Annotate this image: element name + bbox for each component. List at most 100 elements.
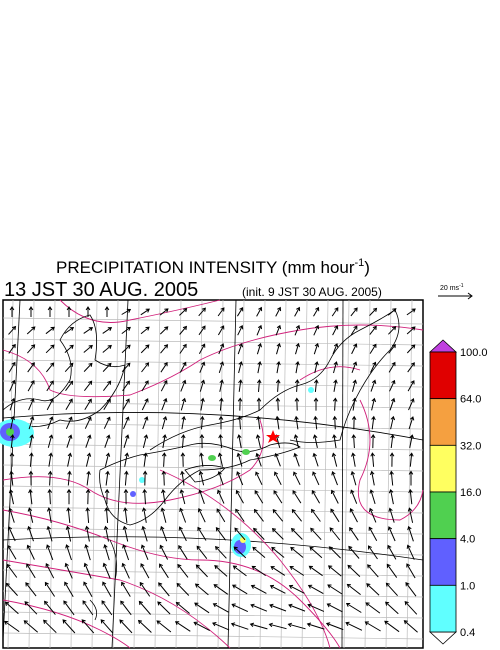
wind-arrow <box>104 507 109 523</box>
wind-arrow <box>249 622 268 630</box>
wind-arrow <box>84 416 92 429</box>
wind-arrow <box>329 527 341 541</box>
precipitation <box>0 387 314 557</box>
wind-arrow <box>175 601 190 614</box>
grid-line <box>70 299 77 649</box>
wind-arrow <box>291 508 302 522</box>
wind-arrow <box>45 562 55 579</box>
wind-arrow <box>216 508 226 523</box>
wind-arrow <box>345 621 363 631</box>
parallel <box>2 536 424 561</box>
wind-arrow <box>370 452 375 467</box>
wind-arrow <box>140 344 150 354</box>
wind-arrow <box>7 526 16 542</box>
colorbar-label: 4.0 <box>460 534 475 546</box>
wind-arrow <box>252 546 266 558</box>
wind-arrow <box>345 603 362 613</box>
wind-arrow <box>405 582 417 597</box>
wind-arrow <box>369 470 375 486</box>
wind-arrow <box>9 470 14 486</box>
contour <box>2 599 131 649</box>
location-star <box>266 430 280 443</box>
wind-arrow <box>311 490 321 504</box>
grid-line <box>364 299 371 649</box>
meridian <box>2 299 21 641</box>
wind-arrow <box>200 415 205 430</box>
colorbar-segment <box>429 491 457 540</box>
wind-arrow <box>64 362 74 373</box>
wind-arrow <box>403 620 418 633</box>
wind-arrow <box>273 490 283 504</box>
wind-arrow <box>103 525 109 542</box>
wind-arrow <box>23 620 39 633</box>
wind-arrow <box>271 546 285 558</box>
wind-arrow <box>233 546 247 559</box>
wind-arrow <box>331 307 339 317</box>
wind-arrow <box>236 471 244 486</box>
wind-arrow <box>250 584 267 594</box>
wind-arrow <box>230 622 249 630</box>
wind-arrow <box>161 452 167 467</box>
colorbar-segment <box>429 538 457 586</box>
colorbar-segment <box>429 398 457 446</box>
wind-arrow <box>84 398 92 410</box>
contour <box>159 469 331 649</box>
wind-arrow <box>295 342 300 355</box>
grid-line <box>2 359 424 367</box>
wind-arrow <box>198 307 206 317</box>
wind-arrow <box>409 434 415 448</box>
grid-line <box>2 569 424 577</box>
coastlines <box>2 309 400 621</box>
wind-arrow <box>28 470 34 486</box>
wind-arrow <box>408 398 415 411</box>
wind-arrow <box>104 488 110 505</box>
wind-arrow <box>64 562 73 579</box>
wind-arrow <box>312 452 319 467</box>
wind-arrow <box>162 434 167 449</box>
meridian <box>111 299 129 649</box>
contour <box>299 366 361 381</box>
wind-arrow <box>369 507 377 523</box>
wind-arrow <box>254 489 264 504</box>
wind-arrow <box>26 326 36 335</box>
wind-arrow <box>141 362 150 373</box>
wind-arrow <box>102 562 111 579</box>
wind-arrow <box>352 397 357 411</box>
wind-arrow <box>295 360 300 374</box>
contour <box>2 509 341 649</box>
wind-arrow <box>10 434 15 449</box>
wind-arrow <box>28 416 35 430</box>
wind-arrow <box>86 470 91 486</box>
rain-area <box>308 387 314 393</box>
wind-arrow <box>64 581 74 597</box>
contour <box>358 399 424 521</box>
wind-arrow <box>212 603 229 613</box>
wind-arrow <box>101 600 113 616</box>
wind-arrow <box>28 488 33 505</box>
wind-arrow <box>160 344 169 354</box>
wind-arrow <box>364 621 381 632</box>
colorbar-segment <box>429 351 457 400</box>
wind-arrow <box>294 415 299 430</box>
rain-area <box>208 455 216 461</box>
wind-arrow <box>67 452 73 467</box>
wind-arrow <box>331 471 338 486</box>
wind-arrow <box>217 325 225 336</box>
wind-arrow <box>4 620 20 633</box>
wind-arrow <box>408 470 414 486</box>
colorbar-segment <box>429 444 457 493</box>
wind-arrow <box>406 344 416 354</box>
wind-arrow <box>43 619 57 634</box>
wind-arrow <box>83 362 93 372</box>
wind-arrow <box>198 489 205 504</box>
wind-arrow <box>409 452 414 467</box>
wind-arrow <box>104 306 110 317</box>
wind-arrow <box>275 397 281 411</box>
colorbar-label: 0.4 <box>460 627 475 639</box>
wind-arrow <box>330 508 340 523</box>
wind-arrow <box>27 344 36 354</box>
wind-arrow <box>217 471 224 486</box>
wind-arrow <box>83 344 93 353</box>
wind-arrow <box>406 326 416 335</box>
wind-arrow <box>195 564 208 578</box>
